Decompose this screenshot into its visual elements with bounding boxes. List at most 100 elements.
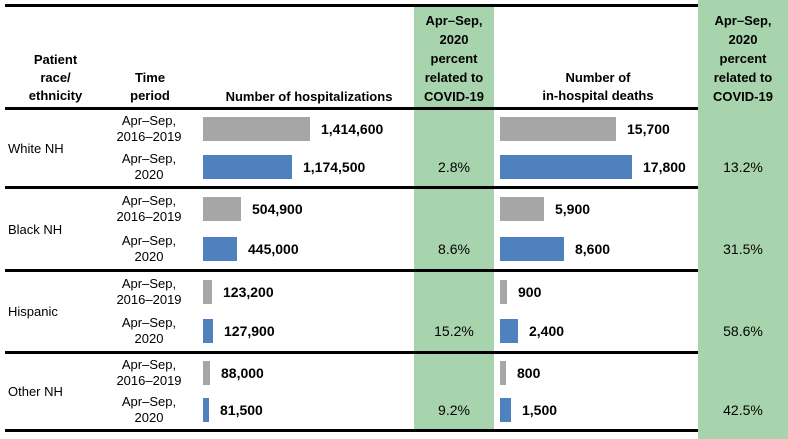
table-row: Apr–Sep, 2016–2019 123,200 900 xyxy=(0,272,788,312)
header-line: Time xyxy=(134,70,166,85)
deaths-bar-group: 900 xyxy=(500,272,541,312)
table-row: Apr–Sep, 2020 1,174,500 17,800 xyxy=(0,148,788,186)
covid-percent-column-deaths-background xyxy=(698,0,788,439)
hospitalizations-bar-group: 123,200 xyxy=(203,272,274,312)
time-line: Apr–Sep, xyxy=(121,233,177,248)
table-row: Apr–Sep, 2020 127,900 2,400 xyxy=(0,312,788,352)
covid-percent-deaths: 42.5% xyxy=(723,402,763,419)
header-line: COVID-19 xyxy=(424,89,484,104)
time-period-label: Apr–Sep, 2016–2019 xyxy=(103,354,195,392)
time-line: 2020 xyxy=(134,249,164,264)
deaths-bar-group: 2,400 xyxy=(500,312,564,352)
table-row: Apr–Sep, 2016–2019 88,000 800 xyxy=(0,354,788,392)
hospitalizations-bar-2020 xyxy=(203,237,237,261)
hospitalizations-bar-prior xyxy=(203,197,241,221)
deaths-value: 2,400 xyxy=(529,323,565,340)
deaths-column-header: Number of in-hospital deaths xyxy=(500,69,696,105)
deaths-value: 15,700 xyxy=(627,121,670,137)
covid-percent-deaths: 31.5% xyxy=(723,241,763,257)
hospitalizations-value: 445,000 xyxy=(248,241,299,257)
hospitalizations-bar-group: 445,000 xyxy=(203,229,299,269)
section-divider-3 xyxy=(5,351,698,354)
covid-percent-hosp: 15.2% xyxy=(434,323,474,340)
race-column-header: Patient race/ ethnicity xyxy=(8,51,103,105)
header-line: in-hospital deaths xyxy=(542,88,654,103)
covid-percent-deaths: 58.6% xyxy=(723,323,763,340)
hospitalizations-value: 1,414,600 xyxy=(321,121,384,137)
time-period-column-header: Time period xyxy=(105,69,195,105)
hospitalizations-bar-2020 xyxy=(203,319,213,344)
deaths-bar-group: 1,500 xyxy=(500,392,557,430)
race-label: Hispanic xyxy=(8,304,58,319)
header-line: 2020 xyxy=(728,32,758,47)
deaths-bar-prior xyxy=(500,279,507,304)
hospitalizations-bar-group: 504,900 xyxy=(203,189,303,229)
race-label: Other NH xyxy=(8,384,63,399)
time-line: 2020 xyxy=(134,410,164,426)
deaths-bar-2020 xyxy=(500,319,518,344)
table-row: Apr–Sep, 2016–2019 504,900 5,900 xyxy=(0,189,788,229)
header-line: percent xyxy=(430,51,478,66)
header-line: COVID-19 xyxy=(713,89,773,104)
time-line: Apr–Sep, xyxy=(121,315,177,331)
hospitalizations-bar-2020 xyxy=(203,398,209,423)
hospitalizations-bar-group: 1,414,600 xyxy=(203,110,383,148)
section-white-nh: White NH Apr–Sep, 2016–2019 1,414,600 15… xyxy=(0,110,788,186)
header-line: related to xyxy=(713,70,773,85)
time-line: 2016–2019 xyxy=(116,209,182,224)
covid-percent-column-header-hosp: Apr–Sep, 2020 percent related to COVID-1… xyxy=(414,11,494,106)
header-line: race/ xyxy=(40,70,71,85)
hospitalizations-column-header: Number of hospitalizations xyxy=(225,89,393,104)
deaths-value: 1,500 xyxy=(522,402,558,419)
hospitalizations-bar-2020 xyxy=(203,155,292,179)
hospitalizations-bar-group: 81,500 xyxy=(203,392,263,430)
hospitalizations-bar-prior xyxy=(203,360,210,385)
header-line: percent xyxy=(719,51,767,66)
table-top-border xyxy=(5,4,698,7)
time-line: 2016–2019 xyxy=(116,129,182,144)
section-black-nh: Black NH Apr–Sep, 2016–2019 504,900 5,90… xyxy=(0,189,788,269)
covid-percent-column-header-deaths: Apr–Sep, 2020 percent related to COVID-1… xyxy=(698,11,788,106)
deaths-value: 5,900 xyxy=(555,201,591,217)
hospitalizations-bar-prior xyxy=(203,117,310,141)
time-line: 2016–2019 xyxy=(116,291,182,307)
time-line: Apr–Sep, xyxy=(121,151,177,166)
deaths-value: 800 xyxy=(517,364,541,381)
time-line: Apr–Sep, xyxy=(121,394,177,410)
deaths-value: 8,600 xyxy=(575,241,611,257)
header-line: ethnicity xyxy=(28,88,83,103)
time-line: Apr–Sep, xyxy=(121,193,177,208)
time-period-label: Apr–Sep, 2016–2019 xyxy=(103,110,195,148)
race-label: Black NH xyxy=(8,221,63,237)
section-hispanic: Hispanic Apr–Sep, 2016–2019 123,200 900 … xyxy=(0,272,788,351)
covid-percent-deaths: 13.2% xyxy=(723,159,763,175)
time-period-label: Apr–Sep, 2020 xyxy=(103,392,195,430)
hospitalizations-bar-group: 1,174,500 xyxy=(203,148,365,186)
deaths-bar-2020 xyxy=(500,155,632,179)
hospitalizations-value: 123,200 xyxy=(223,283,274,300)
time-line: 2016–2019 xyxy=(116,372,182,388)
hospitalizations-bar-group: 88,000 xyxy=(203,354,264,392)
header-line: 2020 xyxy=(439,32,469,47)
time-period-label: Apr–Sep, 2016–2019 xyxy=(103,189,195,229)
time-period-label: Apr–Sep, 2016–2019 xyxy=(103,272,195,312)
deaths-bar-group: 15,700 xyxy=(500,110,670,148)
time-line: Apr–Sep, xyxy=(121,356,177,372)
deaths-bar-group: 17,800 xyxy=(500,148,686,186)
table-row: Apr–Sep, 2020 81,500 1,500 xyxy=(0,392,788,430)
section-divider-1 xyxy=(5,186,698,189)
deaths-bar-group: 800 xyxy=(500,354,540,392)
deaths-value: 17,800 xyxy=(643,159,686,175)
deaths-bar-2020 xyxy=(500,398,511,423)
header-line: Patient xyxy=(33,52,78,67)
deaths-bar-group: 5,900 xyxy=(500,189,590,229)
hospitalizations-value: 127,900 xyxy=(224,323,275,340)
header-line: period xyxy=(130,88,170,103)
time-line: 2020 xyxy=(134,167,164,182)
table-row: Apr–Sep, 2020 445,000 8,600 xyxy=(0,229,788,269)
header-line: Apr–Sep, xyxy=(425,13,483,28)
deaths-bar-prior xyxy=(500,197,544,221)
time-line: 2020 xyxy=(134,331,164,347)
header-divider xyxy=(5,107,698,110)
